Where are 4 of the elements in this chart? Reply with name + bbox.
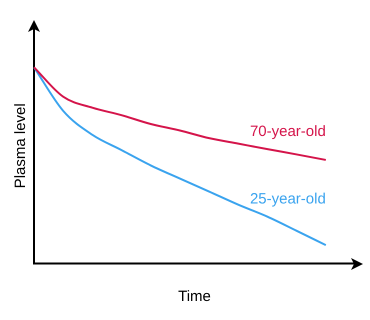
y-axis-title: Plasma level xyxy=(12,103,30,188)
x-axis-title: Time xyxy=(178,288,211,306)
series-label: 70-year-old xyxy=(250,122,326,140)
series-label: 25-year-old xyxy=(250,190,326,208)
